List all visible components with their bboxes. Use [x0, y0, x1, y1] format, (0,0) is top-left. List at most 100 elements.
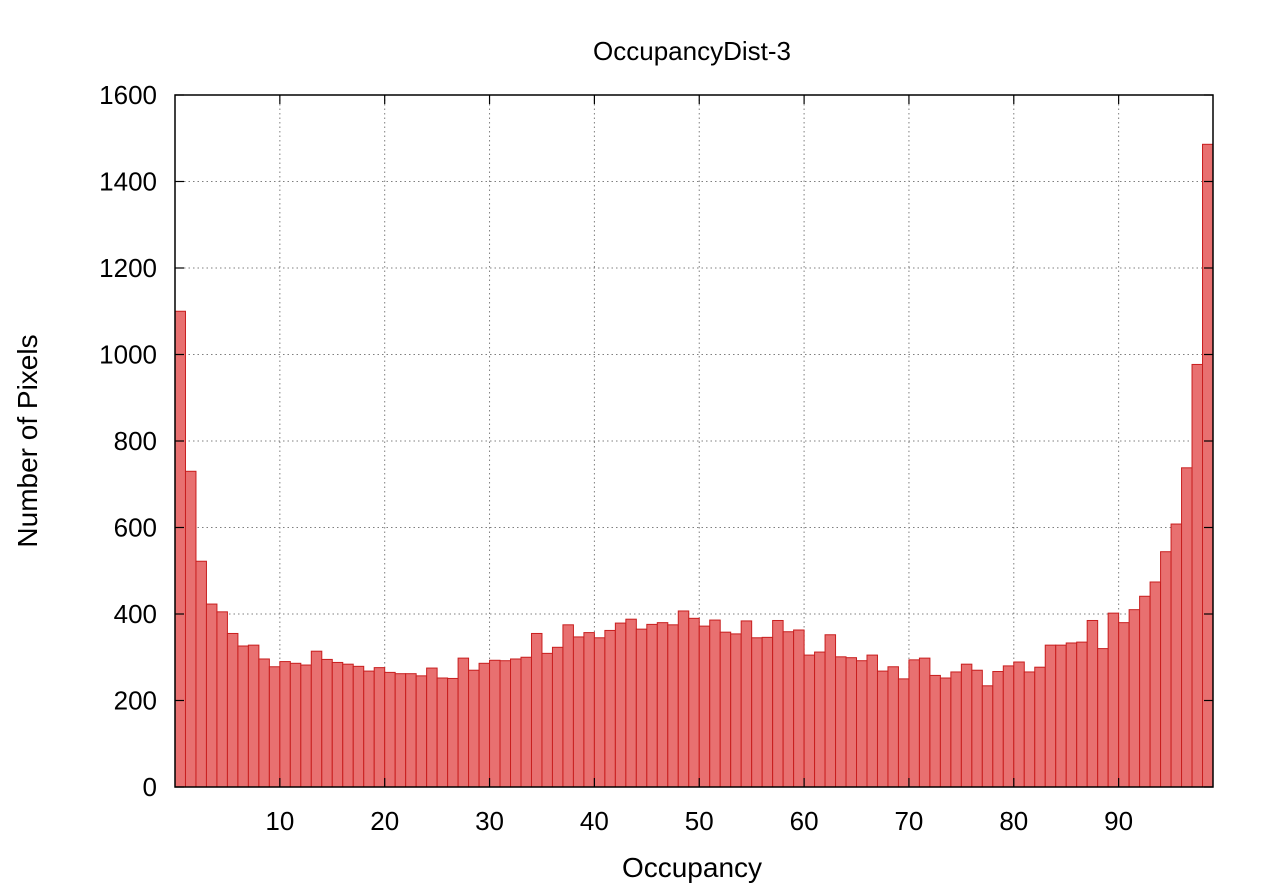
histogram-bar	[897, 678, 910, 788]
histogram-bar	[331, 661, 344, 788]
histogram-bar	[174, 310, 186, 788]
histogram-bar	[1034, 666, 1046, 788]
histogram-bar	[908, 659, 920, 788]
histogram-bar	[499, 660, 512, 788]
y-tick-label: 800	[114, 426, 157, 456]
histogram-bar	[782, 631, 795, 788]
histogram-bar	[1191, 363, 1204, 788]
x-tick-label: 10	[265, 806, 294, 836]
histogram-bar	[1181, 467, 1193, 788]
histogram-bar	[184, 470, 197, 788]
x-tick-label: 50	[685, 806, 714, 836]
x-tick-label: 70	[894, 806, 923, 836]
histogram-bar	[1160, 551, 1172, 788]
histogram-bar	[803, 654, 816, 788]
histogram-bar	[321, 658, 333, 788]
histogram-bar	[195, 560, 207, 788]
x-tick-label: 60	[790, 806, 819, 836]
histogram-bar	[1107, 612, 1120, 788]
histogram-bar	[918, 657, 931, 788]
histogram-bar	[719, 631, 732, 788]
y-tick-label: 1600	[99, 80, 157, 110]
histogram-bar	[1170, 523, 1183, 788]
histogram-bar	[625, 618, 637, 788]
histogram-bar	[667, 624, 679, 788]
histogram-bar	[405, 673, 417, 788]
histogram-bar	[614, 622, 627, 788]
histogram-bar	[1118, 622, 1130, 788]
histogram-bar	[971, 669, 983, 788]
histogram-bar	[426, 667, 438, 788]
histogram-bar	[237, 645, 249, 788]
x-tick-labels: 10 20 30 40 50 60 70 80 90	[265, 806, 1133, 836]
histogram-bar	[342, 663, 354, 788]
histogram-bar	[835, 656, 847, 788]
histogram-bar	[698, 625, 711, 788]
y-tick-label: 0	[143, 772, 157, 802]
x-tick-label: 20	[370, 806, 399, 836]
y-tick-label: 1000	[99, 340, 157, 370]
histogram-bar	[793, 629, 805, 788]
histogram-bar	[530, 632, 543, 788]
histogram-bar	[824, 634, 837, 788]
histogram-bar	[761, 636, 774, 788]
histogram-bar	[677, 610, 690, 788]
histogram-bar	[1149, 581, 1162, 788]
histogram-bar	[635, 628, 648, 788]
histogram-bar	[489, 659, 501, 788]
histogram-bar	[415, 675, 428, 788]
histogram-bar	[1013, 661, 1025, 788]
histogram-bar	[887, 666, 899, 788]
histogram-bar	[520, 656, 532, 788]
histogram-bar	[363, 670, 375, 788]
histogram-bar	[751, 637, 763, 788]
histogram-bar	[300, 664, 312, 788]
x-tick-label: 40	[580, 806, 609, 836]
histogram-bar	[373, 667, 386, 788]
histogram-bar	[950, 671, 962, 788]
histogram-bar	[845, 657, 858, 788]
histogram-bar	[247, 644, 260, 788]
histogram-bar	[541, 652, 553, 788]
y-axis-label: Number of Pixels	[12, 334, 43, 547]
histogram-bar	[279, 661, 291, 788]
histogram-bar	[205, 603, 218, 788]
histogram-bar	[510, 658, 522, 788]
histogram-bar	[981, 685, 994, 788]
histogram-bar	[814, 651, 826, 788]
histogram-bar	[289, 662, 302, 788]
histogram-bar	[1139, 595, 1151, 788]
histogram-bar	[562, 624, 574, 788]
histogram-bar	[929, 674, 941, 788]
histogram-bar	[646, 623, 658, 788]
histogram-bar	[856, 660, 868, 788]
histogram-bar	[468, 669, 480, 788]
x-tick-label: 30	[475, 806, 504, 836]
bars	[174, 143, 1214, 788]
histogram-bar	[876, 670, 889, 788]
histogram-bar	[772, 619, 784, 788]
histogram-bar	[457, 657, 470, 788]
y-tick-labels: 0 200 400 600 800 1000 1200 1400 1600	[99, 80, 157, 802]
histogram-bar	[688, 617, 700, 788]
histogram-bar	[1023, 671, 1036, 788]
y-tick-label: 1200	[99, 253, 157, 283]
y-tick-label: 600	[114, 513, 157, 543]
histogram-bar	[310, 650, 323, 788]
histogram-bar	[258, 658, 270, 788]
histogram-bar	[1065, 642, 1078, 788]
chart-title: OccupancyDist-3	[593, 36, 791, 66]
histogram-bar	[960, 663, 973, 788]
histogram-bar	[572, 636, 585, 788]
histogram-bar	[583, 632, 595, 788]
histogram-bar	[1097, 648, 1109, 788]
histogram-bar	[939, 677, 952, 788]
histogram-bar	[551, 646, 564, 788]
x-axis-label: Occupancy	[622, 852, 762, 883]
histogram-bar	[394, 673, 407, 788]
histogram-bar	[593, 637, 606, 788]
histogram-bar	[216, 611, 228, 788]
histogram-bar	[1002, 665, 1015, 788]
axis-ticks	[175, 94, 1213, 788]
